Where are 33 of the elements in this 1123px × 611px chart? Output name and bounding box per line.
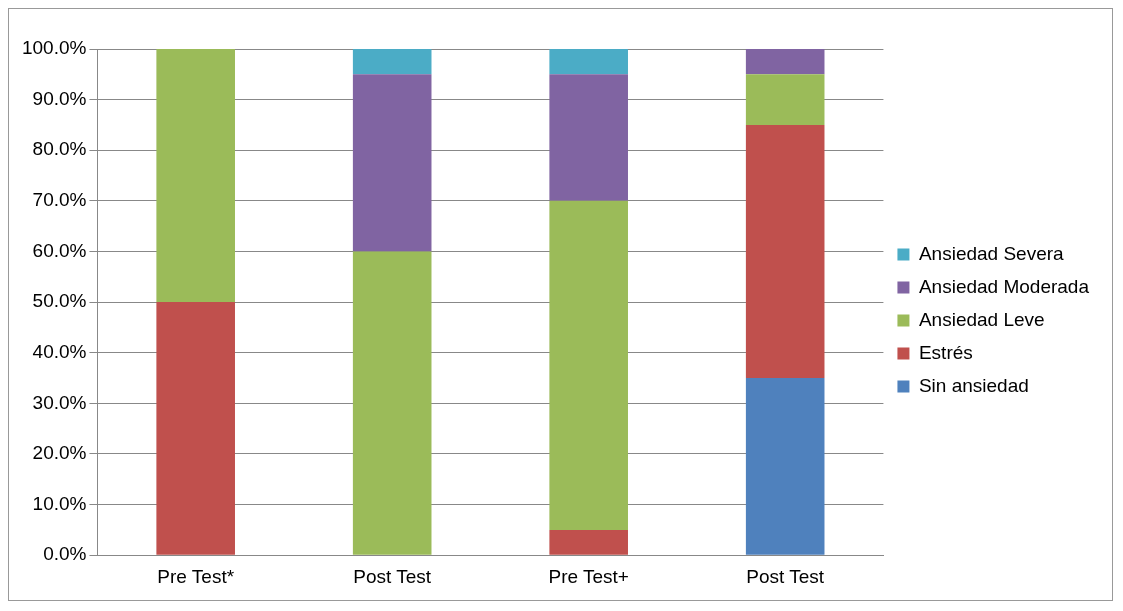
- bar: [156, 49, 235, 303]
- bar: [745, 74, 825, 125]
- bar: [352, 251, 432, 555]
- bar: [549, 200, 628, 530]
- bar: [745, 49, 825, 75]
- bar: [549, 49, 628, 75]
- bar: [352, 74, 432, 252]
- y-tick-label: 60.0%: [32, 239, 87, 261]
- bar: [549, 529, 628, 555]
- y-tick-label: 30.0%: [32, 391, 87, 413]
- y-tick-label: 10.0%: [32, 492, 87, 514]
- y-tick-label: 20.0%: [32, 442, 87, 464]
- y-tick-label: 100.0%: [21, 37, 87, 59]
- legend-label: Ansiedad Leve: [918, 308, 1045, 330]
- y-tick-label: 90.0%: [32, 87, 87, 109]
- x-tick-label: Pre Test+: [548, 565, 629, 587]
- bar: [352, 49, 432, 75]
- x-tick-label: Post Test: [746, 565, 825, 587]
- x-tick-label: Post Test: [353, 565, 432, 587]
- legend-label: Sin ansiedad: [918, 374, 1029, 396]
- y-tick-label: 50.0%: [32, 290, 87, 312]
- legend-label: Estrés: [918, 341, 973, 363]
- bar: [549, 74, 628, 201]
- y-tick-label: 80.0%: [32, 138, 87, 160]
- y-tick-label: 40.0%: [32, 340, 87, 362]
- bar: [156, 302, 235, 555]
- x-tick-label: Pre Test*: [157, 565, 235, 587]
- y-tick-label: 0.0%: [43, 543, 87, 565]
- bar: [745, 378, 825, 555]
- y-tick-label: 70.0%: [32, 189, 87, 211]
- legend-label: Ansiedad Moderada: [918, 275, 1090, 297]
- bar: [745, 124, 825, 379]
- legend-label: Ansiedad Severa: [918, 242, 1065, 264]
